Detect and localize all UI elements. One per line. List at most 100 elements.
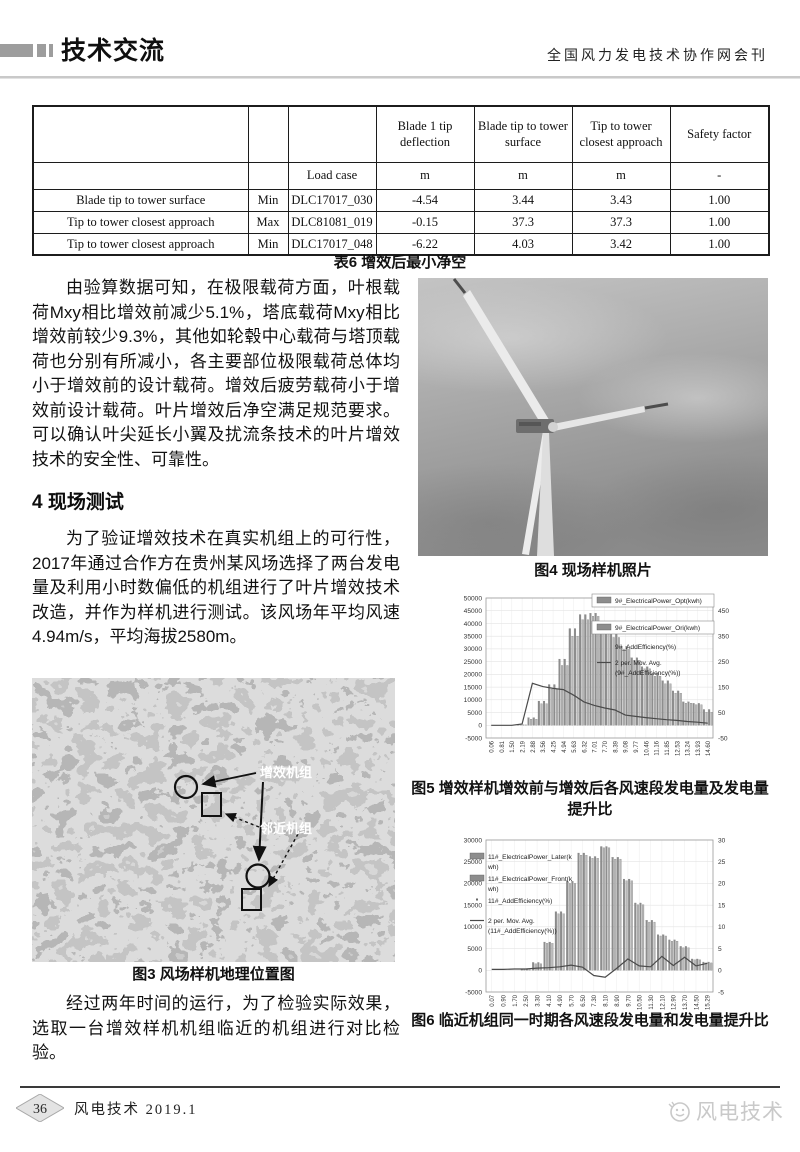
table-cell bbox=[247, 161, 289, 190]
svg-text:2.88: 2.88 bbox=[531, 740, 537, 752]
table-cell: 1.00 bbox=[669, 188, 770, 212]
svg-text:8.39: 8.39 bbox=[613, 740, 619, 752]
svg-text:2 per. Mov. Avg.: 2 per. Mov. Avg. bbox=[615, 660, 662, 667]
svg-text:10000: 10000 bbox=[464, 697, 483, 704]
blade-tip-winglet bbox=[452, 278, 467, 294]
svg-text:4.25: 4.25 bbox=[552, 740, 558, 752]
header-bar-decoration bbox=[37, 44, 46, 57]
table-cell: Blade tip to tower surface bbox=[32, 188, 249, 212]
header-bar-decoration bbox=[49, 44, 53, 57]
svg-text:25000: 25000 bbox=[464, 859, 483, 866]
svg-text:30000: 30000 bbox=[464, 646, 483, 653]
map-arrow-to-circle1 bbox=[201, 772, 257, 788]
section-title: 技术交流 bbox=[61, 37, 166, 65]
svg-text:10: 10 bbox=[718, 924, 726, 931]
table-cell: Blade 1 tip deflection bbox=[375, 105, 475, 163]
svg-text:10.50: 10.50 bbox=[638, 994, 644, 1010]
svg-text:50000: 50000 bbox=[464, 595, 483, 602]
svg-text:5000: 5000 bbox=[467, 710, 482, 717]
svg-text:10.46: 10.46 bbox=[644, 740, 650, 756]
turbine-blade-up bbox=[463, 290, 551, 429]
header-divider bbox=[0, 76, 800, 79]
table-cell bbox=[32, 105, 249, 163]
svg-text:30000: 30000 bbox=[464, 837, 483, 844]
svg-text:12.53: 12.53 bbox=[675, 740, 681, 756]
svg-text:5000: 5000 bbox=[467, 946, 482, 953]
svg-text:(11#_AddEfficiency(%)): (11#_AddEfficiency(%)) bbox=[488, 928, 557, 935]
chart-figure5-power-curve: 50000 45000 40000 35000 30000 25000 20000 15000… bbox=[420, 588, 770, 774]
svg-text:2.50: 2.50 bbox=[524, 994, 530, 1006]
paragraph-load-analysis: 由验算数据可知，在极限载荷方面，叶根载荷Mxy相比增效前减少5.1%，塔底载荷M… bbox=[32, 278, 400, 469]
figure6-caption: 图6 临近机组同一时期各风速段发电量和发电量提升比 bbox=[411, 1012, 769, 1029]
page-number-badge: 36 bbox=[15, 1093, 65, 1123]
svg-text:15: 15 bbox=[718, 902, 726, 909]
svg-text:450: 450 bbox=[718, 608, 729, 615]
svg-text:30: 30 bbox=[718, 837, 726, 844]
svg-text:15.29: 15.29 bbox=[706, 994, 712, 1010]
journal-name: 全国风力发电技术协作网会刊 bbox=[547, 49, 768, 64]
figure3-caption: 图3 风场样机地理位置图 bbox=[132, 966, 295, 983]
svg-text:4.94: 4.94 bbox=[562, 740, 568, 752]
fig6-svg: 30000 25000 20000 15000 10000 5000 0 -5000 30 25 2… bbox=[464, 837, 726, 1010]
chart-figure6-power-curve: 30000 25000 20000 15000 10000 5000 0 -5000 30 25 2… bbox=[420, 832, 770, 1010]
svg-text:50: 50 bbox=[718, 710, 726, 717]
turbine-blade-right bbox=[553, 406, 645, 431]
svg-text:11.30: 11.30 bbox=[649, 994, 655, 1009]
svg-text:20: 20 bbox=[718, 881, 726, 888]
table-cell: Safety factor bbox=[669, 105, 770, 163]
table-cell bbox=[247, 105, 289, 163]
table-caption: 表6 增效后最小净空 bbox=[333, 254, 467, 271]
map-figure: 增效机组 邻近机组 bbox=[32, 678, 395, 962]
svg-text:15000: 15000 bbox=[464, 684, 483, 691]
svg-text:9#_ElectricalPower_Ori(kwh): 9#_ElectricalPower_Ori(kwh) bbox=[615, 625, 700, 632]
svg-text:8.10: 8.10 bbox=[604, 994, 610, 1006]
table-cell: DLC17017_030 bbox=[287, 188, 377, 212]
paragraph-field-test: 为了验证增效技术在真实机组上的可行性，2017年通过合作方在贵州某风场选择了两台… bbox=[32, 529, 400, 646]
paragraph-comparison: 经过两年时间的运行，为了检验实际效果，选取一台增效样机机组临近的机组进行对比检验… bbox=[32, 994, 400, 1062]
table-cell: Tip to tower closest approach bbox=[571, 105, 671, 163]
svg-text:11.85: 11.85 bbox=[665, 740, 671, 755]
table-cell: Min bbox=[247, 188, 289, 212]
svg-text:350: 350 bbox=[718, 633, 729, 640]
svg-text:0: 0 bbox=[478, 968, 482, 975]
section-heading-4: 4 现场测试 bbox=[32, 492, 124, 513]
table-cell bbox=[32, 161, 249, 190]
footer-divider bbox=[20, 1086, 780, 1088]
table-cell: m bbox=[571, 161, 671, 190]
svg-text:wh): wh) bbox=[487, 864, 499, 871]
svg-text:13.93: 13.93 bbox=[696, 740, 702, 756]
svg-text:15000: 15000 bbox=[464, 902, 483, 909]
turbine-hub bbox=[548, 422, 558, 432]
map-label-adjacent-unit: 邻近机组 bbox=[259, 821, 312, 836]
table-cell: Load case bbox=[287, 161, 377, 190]
clearance-table: Blade 1 tip deflection Blade tip to tower… bbox=[32, 105, 770, 256]
svg-text:4.10: 4.10 bbox=[547, 994, 553, 1006]
svg-text:45000: 45000 bbox=[464, 608, 483, 615]
table-cell: Tip to tower closest approach bbox=[32, 232, 249, 256]
moving-average-line bbox=[491, 955, 708, 978]
map-square-adjacent-unit-1 bbox=[201, 792, 222, 817]
svg-text:12.90: 12.90 bbox=[672, 994, 678, 1010]
svg-text:-5: -5 bbox=[718, 989, 724, 996]
svg-text:7.01: 7.01 bbox=[593, 740, 599, 752]
wind-turbine-photo bbox=[338, 278, 800, 583]
svg-text:2 per. Mov. Avg.: 2 per. Mov. Avg. bbox=[488, 918, 535, 925]
svg-text:5: 5 bbox=[718, 946, 722, 953]
svg-text:250: 250 bbox=[718, 659, 729, 666]
svg-text:11#_ElectricalPower_Front(k: 11#_ElectricalPower_Front(k bbox=[488, 876, 573, 883]
svg-text:9.77: 9.77 bbox=[634, 740, 640, 752]
svg-text:6.32: 6.32 bbox=[582, 740, 588, 752]
header-bar-decoration bbox=[0, 44, 33, 57]
figure4-caption: 图4 现场样机照片 bbox=[534, 562, 652, 579]
svg-text:14.60: 14.60 bbox=[706, 740, 712, 756]
svg-text:0: 0 bbox=[718, 968, 722, 975]
svg-text:(9#_AddEfficiency(%)): (9#_AddEfficiency(%)) bbox=[615, 670, 680, 677]
nacelle-detail bbox=[519, 422, 541, 426]
table-cell: Max bbox=[247, 210, 289, 234]
svg-text:6.50: 6.50 bbox=[581, 994, 587, 1006]
svg-text:40000: 40000 bbox=[464, 621, 483, 628]
svg-text:5.63: 5.63 bbox=[572, 740, 578, 752]
svg-text:3.56: 3.56 bbox=[541, 740, 547, 752]
fig5-svg: 5000045000400003500030000250002000015000… bbox=[464, 593, 729, 756]
